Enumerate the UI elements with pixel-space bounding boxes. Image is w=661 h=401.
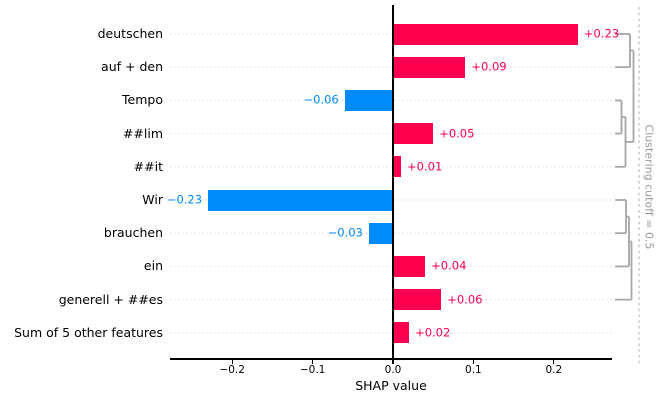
shap-bar	[393, 23, 578, 45]
shap-value-label: +0.01	[407, 159, 443, 174]
x-tick-label: 0.0	[384, 364, 402, 376]
x-tick-mark	[472, 359, 475, 364]
x-tick-label: 0.1	[465, 364, 482, 376]
shap-value-label: +0.23	[583, 26, 620, 41]
shap-value-label: +0.02	[415, 325, 451, 340]
x-axis-title: SHAP value	[355, 378, 427, 393]
feature-label: ein	[143, 258, 163, 274]
shap-bar	[393, 289, 442, 311]
shap-value-label: −0.03	[327, 225, 363, 240]
shap-value-label: −0.06	[303, 92, 339, 107]
feature-label: Sum of 5 other features	[14, 324, 163, 340]
shap-value-label: +0.05	[439, 125, 475, 140]
x-tick-mark	[553, 359, 555, 364]
feature-label: ##it	[133, 158, 163, 174]
feature-label: Tempo	[122, 92, 163, 108]
feature-label: brauchen	[103, 224, 163, 240]
shap-value-label: +0.09	[471, 59, 507, 74]
feature-label: auf + den	[101, 58, 163, 74]
shap-bar	[208, 189, 393, 211]
x-tick-label: 0.2	[545, 364, 563, 376]
x-tick-mark	[231, 359, 233, 364]
shap-value-label: +0.04	[431, 258, 467, 273]
shap-value-label: +0.06	[447, 291, 483, 306]
feature-label: deutschen	[97, 25, 163, 41]
x-tick-mark	[312, 359, 314, 364]
shap-bar	[393, 322, 410, 344]
shap-bar	[368, 222, 393, 244]
shap-bar	[393, 156, 402, 178]
feature-label: Wir	[142, 191, 163, 207]
shap-bar	[393, 255, 426, 277]
x-tick-label: −0.2	[219, 364, 245, 376]
feature-label: ##lim	[122, 125, 163, 141]
x-tick-label: −0.1	[299, 364, 326, 376]
x-axis-line	[170, 358, 612, 360]
feature-label: generell + ##es	[58, 291, 163, 307]
clustering-cutoff-label: Clustering cutoff = 0.5	[642, 124, 656, 250]
zero-axis-line	[392, 5, 394, 358]
shap-bar	[393, 123, 434, 145]
x-tick-mark	[392, 359, 394, 364]
shap-bar	[344, 89, 393, 111]
shap-value-label: −0.23	[166, 192, 203, 207]
shap-bar	[393, 56, 466, 78]
